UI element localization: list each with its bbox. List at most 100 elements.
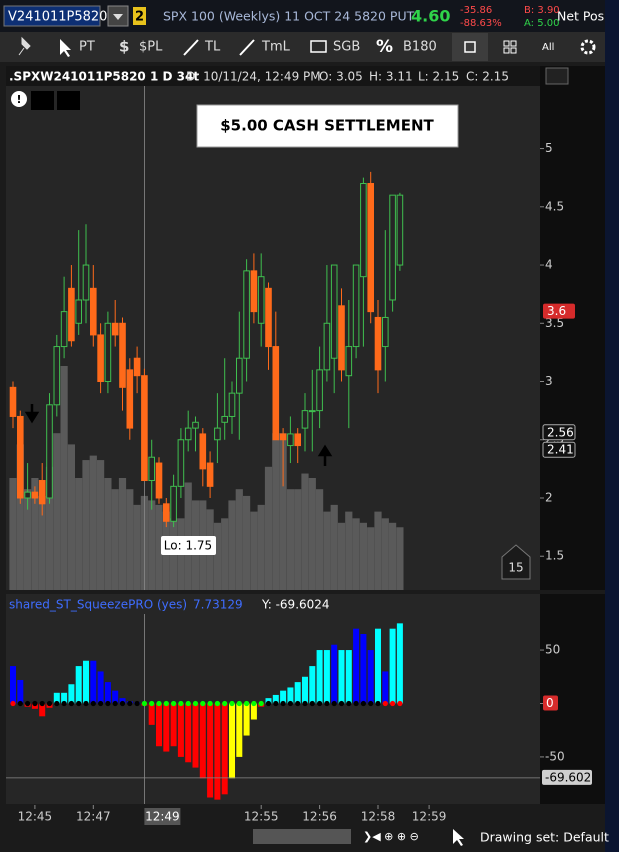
x-tick-label: 12:59 (412, 810, 447, 824)
blank-button[interactable] (57, 91, 80, 110)
histogram-bar (309, 666, 316, 704)
volume-bar (243, 495, 251, 590)
histogram-bar (192, 703, 199, 768)
squeeze-dot (207, 700, 213, 707)
bid: B: 3.90 (524, 5, 560, 16)
price-axis (540, 66, 605, 590)
squeeze-dot (353, 700, 359, 707)
candle-body (97, 334, 104, 383)
cursor-icon[interactable] (453, 829, 464, 846)
histogram-bar (243, 703, 250, 736)
pin-icon[interactable] (18, 36, 31, 56)
candle-body (287, 433, 294, 447)
toolbar-button[interactable]: SGB (333, 40, 360, 55)
candle-body (257, 276, 265, 324)
candle-body (338, 305, 345, 371)
rect-icon[interactable] (310, 40, 327, 53)
candle-body (345, 346, 353, 377)
annotation: $5.00 CASH SETTLEMENT (220, 117, 434, 135)
squeeze-dot (324, 700, 330, 707)
volume-bar (221, 518, 229, 590)
volume-bar (75, 478, 83, 590)
volume-bar (213, 522, 221, 590)
y-tick-label: 4 (545, 258, 553, 272)
scrollbar[interactable] (253, 829, 351, 844)
volume-bar (235, 489, 243, 590)
squeeze-dot (302, 700, 308, 707)
volume-bar (16, 444, 24, 590)
pointer-icon[interactable] (60, 39, 71, 57)
toolbar-button[interactable]: TmL (261, 40, 291, 55)
candle-body (133, 357, 141, 377)
volume-bar (381, 518, 389, 590)
candle-body (53, 346, 61, 406)
link-badge[interactable] (133, 7, 146, 25)
crosshair-time-box (144, 808, 181, 825)
histogram-bar (221, 703, 228, 795)
volume-bar (111, 489, 119, 590)
info-close: C: 2.15 (466, 70, 509, 84)
crosshair-time: 12:49 (145, 810, 180, 824)
volume-bar (133, 504, 141, 590)
volume-bar (60, 366, 68, 590)
squeeze-dot (317, 700, 323, 707)
histogram-bar (61, 692, 68, 704)
volume-bar (67, 444, 75, 590)
volume-bar (330, 504, 338, 590)
candle-body (46, 404, 53, 499)
squeeze-dot (331, 700, 337, 707)
grid-icon[interactable] (503, 40, 517, 54)
settings-icon[interactable] (580, 39, 596, 55)
toolbar-button[interactable]: $PL (139, 40, 163, 55)
histogram-bar (119, 698, 126, 704)
histogram-bar (338, 650, 345, 704)
volume-bar (272, 433, 280, 590)
side-strip (605, 0, 619, 852)
volume-bar (38, 495, 46, 590)
ask: A: 5.00 (524, 18, 559, 29)
volume-bar (389, 522, 397, 590)
squeeze-dot (46, 700, 53, 707)
down-arrow (24, 404, 40, 424)
histogram-bar (163, 703, 170, 752)
toolbar-button[interactable]: PT (79, 40, 95, 55)
histogram-bar (31, 703, 38, 709)
toolbar-button[interactable]: TL (204, 40, 221, 55)
squeeze-dot (397, 700, 403, 707)
active-tab[interactable] (452, 33, 488, 61)
candle-body (396, 194, 404, 266)
y-tick-label: 1.5 (545, 549, 564, 563)
squeeze-dot (251, 700, 257, 707)
volume-bar (228, 500, 236, 590)
symbol-field[interactable] (3, 5, 101, 27)
histogram-bar (10, 666, 16, 704)
toolbar-button[interactable]: All (542, 42, 554, 53)
line-icon[interactable] (239, 39, 255, 56)
info-open: O: 3.05 (319, 70, 363, 84)
scroll-icons[interactable]: ❯◀ ⊕ ⊕ ⊖ (363, 830, 419, 843)
histogram-bar (68, 684, 75, 704)
style-button[interactable] (545, 67, 569, 85)
volume-bar (82, 460, 90, 590)
squeeze-dot (163, 700, 169, 707)
squeeze-dot (90, 700, 96, 707)
squeeze-dot (127, 700, 133, 707)
squeeze-dot (375, 700, 381, 707)
line-icon[interactable] (183, 39, 199, 56)
dollar-icon: $ (119, 38, 129, 56)
squeeze-dot (222, 700, 228, 707)
volume-bar (316, 489, 324, 590)
squeeze-dot (98, 700, 104, 707)
squeeze-dot (295, 700, 301, 707)
info-date: D: 10/11/24, 12:49 PM (186, 70, 321, 84)
blank-button[interactable] (31, 91, 54, 110)
toolbar-button[interactable]: B180 (403, 40, 437, 55)
candle-body (316, 369, 323, 412)
alert-icon[interactable] (11, 91, 27, 107)
histogram-bar (90, 660, 97, 704)
drawing-set[interactable]: Drawing set: Default (480, 830, 609, 845)
y-readout: Y: -69.6024 (261, 598, 330, 612)
histogram-bar (207, 703, 214, 798)
candle-body (221, 415, 228, 423)
